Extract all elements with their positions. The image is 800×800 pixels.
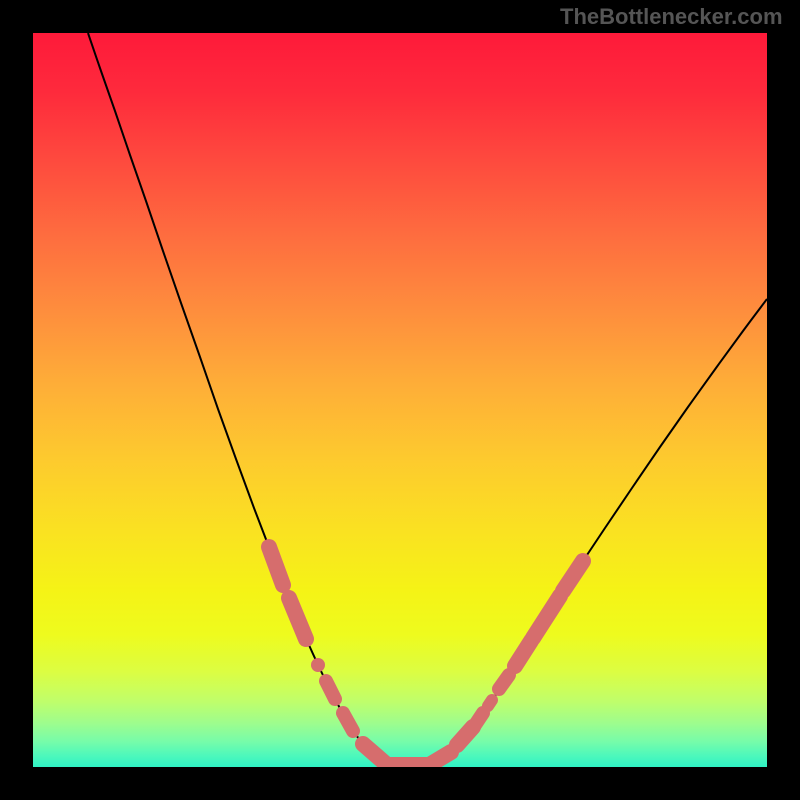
marker-capsule <box>563 561 583 591</box>
marker-capsule <box>533 596 560 638</box>
watermark-text: TheBottlenecker.com <box>560 4 783 30</box>
marker-capsule <box>289 598 306 639</box>
marker-capsule <box>431 752 451 764</box>
v-curve <box>88 33 767 766</box>
marker-capsule <box>269 547 283 585</box>
marker-capsule <box>488 700 492 706</box>
marker-capsule <box>326 681 335 699</box>
marker-capsule <box>499 675 509 689</box>
marker-dot <box>311 658 325 672</box>
marker-capsule <box>475 713 483 725</box>
plot-area <box>33 33 767 767</box>
chart-frame: TheBottlenecker.com <box>0 0 800 800</box>
marker-capsule <box>343 713 353 731</box>
marker-capsule <box>515 641 531 666</box>
curve-layer <box>33 33 767 767</box>
